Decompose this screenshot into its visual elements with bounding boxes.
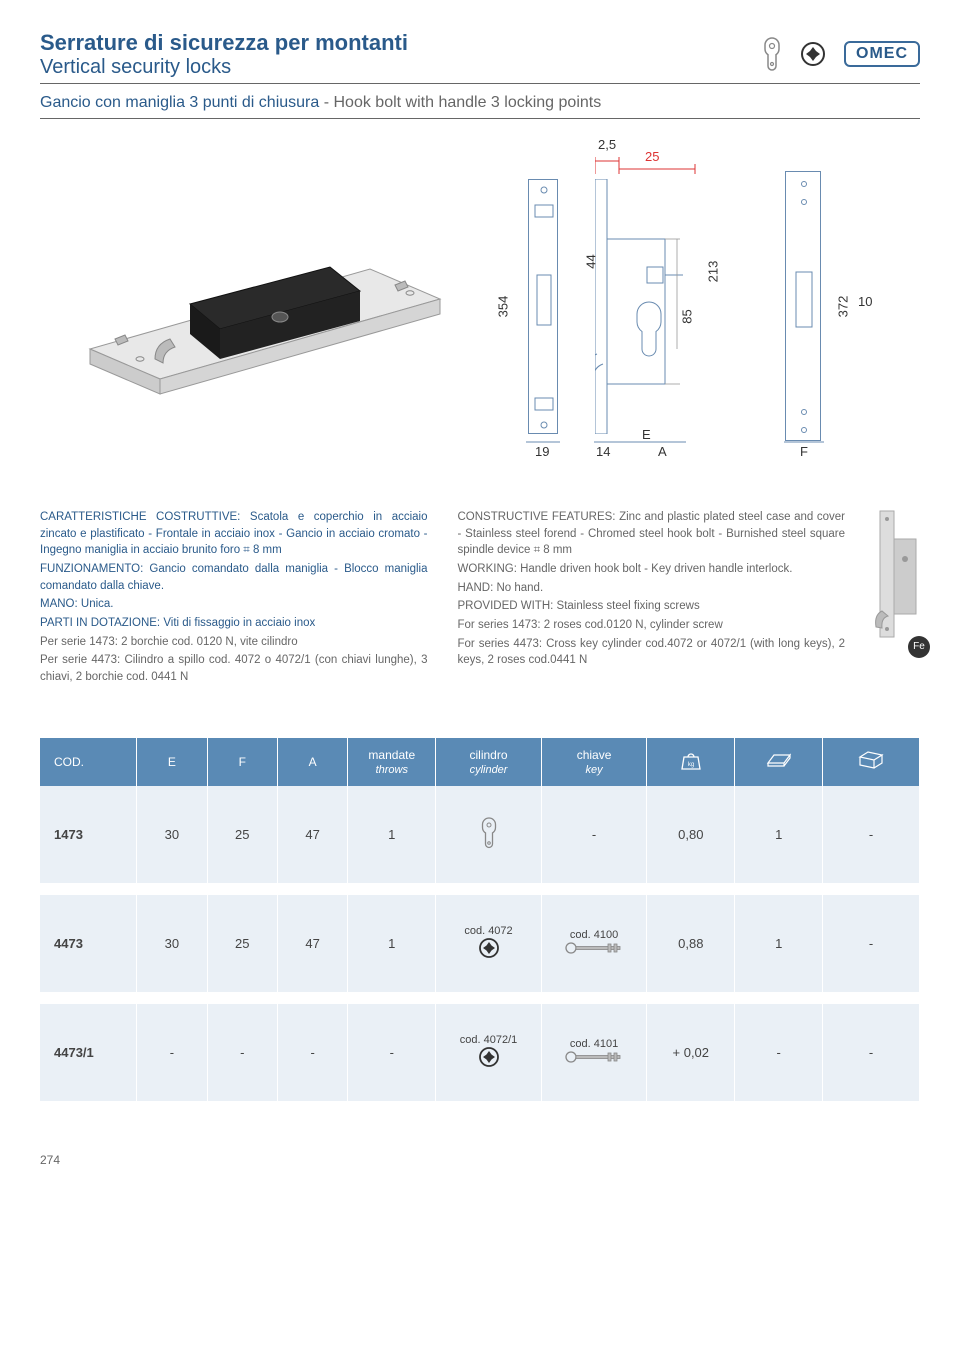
spec-en-2: WORKING: Handle driven hook bolt - Key d… [458, 561, 846, 578]
spec-it-3: MANO: Unica. [40, 596, 428, 613]
dim-2-5: 2,5 [598, 137, 616, 152]
spec-columns: CARATTERISTICHE COSTRUTTIVE: Scatola e c… [40, 509, 920, 688]
spec-table: COD. E F A mandatethrows cilindrocylinde… [40, 738, 920, 1113]
cylinder-icon [762, 36, 782, 72]
side-product-thumb: Fe [875, 509, 920, 688]
th-a: A [277, 738, 347, 786]
dim-372: 372 [835, 296, 850, 318]
dim-85: 85 [680, 309, 695, 323]
subtitle-sep: - [319, 94, 333, 111]
th-cod: COD. [40, 738, 137, 786]
th-mandate: mandatethrows [348, 738, 436, 786]
page-header: Serrature di sicurezza per montanti Vert… [40, 30, 920, 84]
technical-drawing: 2,5 25 354 44 85 213 372 10 19 14 E A F [40, 149, 920, 479]
dim-10: 10 [858, 294, 872, 309]
omec-logo: OMEC [844, 41, 920, 67]
th-weight-icon: kg [647, 738, 735, 786]
spec-it-5: Per serie 1473: 2 borchie cod. 0120 N, v… [40, 634, 428, 651]
dim-25: 25 [645, 149, 659, 164]
cross-key-icon [800, 41, 826, 67]
fe-badge: Fe [908, 636, 930, 658]
table-row: 14733025471-0,801- [40, 786, 920, 889]
back-plate-drawing [785, 171, 821, 441]
subtitle-en: Hook bolt with handle 3 locking points [334, 94, 602, 111]
th-e: E [137, 738, 207, 786]
front-plate-drawing [528, 179, 558, 434]
th-cilindro: cilindrocylinder [436, 738, 542, 786]
spec-it-4: PARTI IN DOTAZIONE: Viti di fissaggio in… [40, 615, 428, 632]
dim-213: 213 [705, 261, 720, 283]
table-row: 4473/1----cod. 4072/1cod. 4101+ 0,02-- [40, 998, 920, 1107]
th-pack2-icon [823, 738, 920, 786]
spec-en-6: For series 4473: Cross key cylinder cod.… [458, 636, 846, 669]
spec-en-5: For series 1473: 2 roses cod.0120 N, cyl… [458, 617, 846, 634]
th-f: F [207, 738, 277, 786]
spec-en-1: CONSTRUCTIVE FEATURES: Zinc and plastic … [458, 509, 846, 559]
spec-english: CONSTRUCTIVE FEATURES: Zinc and plastic … [458, 509, 846, 688]
th-pack1-icon [735, 738, 823, 786]
dim-bottom-markers [526, 437, 846, 459]
spec-it-1: CARATTERISTICHE COSTRUTTIVE: Scatola e c… [40, 509, 428, 559]
dim-44: 44 [584, 254, 599, 268]
spec-it-6: Per serie 4473: Cilindro a spillo cod. 4… [40, 652, 428, 685]
spec-italian: CARATTERISTICHE COSTRUTTIVE: Scatola e c… [40, 509, 428, 688]
lock-isometric-icon [70, 249, 450, 429]
spec-en-4: PROVIDED WITH: Stainless steel fixing sc… [458, 598, 846, 615]
dim-354: 354 [495, 296, 510, 318]
title-italian: Serrature di sicurezza per montanti [40, 30, 762, 56]
subtitle-it: Gancio con maniglia 3 punti di chiusura [40, 94, 319, 111]
spec-it-2: FUNZIONAMENTO: Gancio comandato dalla ma… [40, 561, 428, 594]
subtitle: Gancio con maniglia 3 punti di chiusura … [40, 88, 920, 119]
title-english: Vertical security locks [40, 56, 762, 79]
page-number: 274 [40, 1153, 920, 1167]
table-row: 44733025471cod. 4072cod. 41000,881- [40, 889, 920, 998]
side-view-drawing [595, 179, 685, 434]
spec-en-3: HAND: No hand. [458, 580, 846, 597]
svg-text:kg: kg [688, 762, 694, 768]
th-chiave: chiavekey [541, 738, 647, 786]
